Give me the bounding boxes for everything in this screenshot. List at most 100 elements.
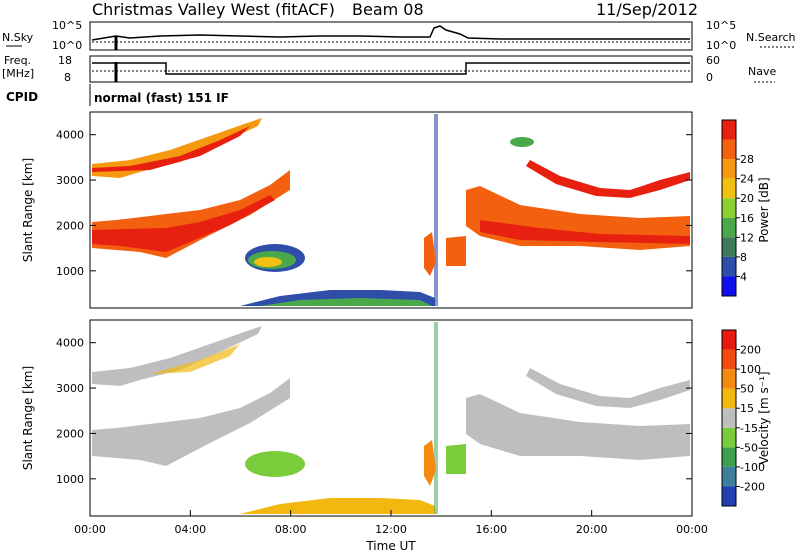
colorbar-swatch bbox=[722, 369, 736, 389]
colorbar-tick-label: -200 bbox=[740, 480, 765, 493]
velocity-arc bbox=[526, 368, 690, 408]
colorbar-tick-label: 12 bbox=[740, 231, 754, 244]
colorbar-tick-label: 24 bbox=[740, 173, 754, 186]
xtick-label: 04:00 bbox=[174, 523, 206, 536]
xtick-label: 00:00 bbox=[74, 523, 106, 536]
velocity-colorbar: 200 100 50 15 -15 -50 -100 -200 bbox=[721, 329, 765, 507]
velocity-band-a bbox=[92, 378, 290, 466]
colorbar-frame bbox=[721, 329, 737, 507]
nave-tick-hi: 60 bbox=[706, 54, 720, 67]
power-colorbar: 4 8 12 16 20 24 28 bbox=[721, 119, 754, 297]
power-blob-core bbox=[254, 257, 282, 267]
xtick-label: 08:00 bbox=[275, 523, 307, 536]
date-label: 11/Sep/2012 bbox=[596, 0, 698, 19]
colorbar-swatch bbox=[722, 120, 736, 140]
nsearch-label: N.Search bbox=[746, 31, 796, 44]
ytick-label: 1000 bbox=[56, 473, 84, 486]
colorbar-tick-label: 50 bbox=[740, 383, 754, 396]
nsearch-tick-lo: 10^0 bbox=[706, 39, 736, 52]
colorbar-swatch bbox=[722, 447, 736, 467]
nsky-trace bbox=[91, 25, 690, 41]
colorbar-swatch bbox=[722, 408, 736, 428]
velocity-xaxis: 00:00 04:00 08:00 12:00 16:00 20:00 00:00 bbox=[74, 510, 708, 536]
nsky-tick-hi: 10^5 bbox=[52, 19, 82, 32]
power-arc-tail bbox=[510, 137, 534, 147]
colorbar-swatch bbox=[722, 349, 736, 370]
power-panel-frame bbox=[89, 111, 693, 309]
xtick-label: 12:00 bbox=[375, 523, 407, 536]
colorbar-tick-label: -50 bbox=[740, 441, 758, 454]
colorbar-swatch bbox=[722, 466, 736, 487]
ytick-label: 1000 bbox=[56, 265, 84, 278]
power-arc bbox=[526, 160, 690, 198]
velocity-near-range bbox=[240, 498, 435, 514]
velocity-vertical-streak bbox=[434, 322, 438, 514]
power-scatter bbox=[92, 114, 690, 306]
colorbar-tick-label: 200 bbox=[740, 344, 761, 357]
nsearch-tick-hi: 10^5 bbox=[706, 19, 736, 32]
colorbar-tick-label: 4 bbox=[740, 270, 747, 283]
freq-label: Freq. bbox=[4, 54, 31, 67]
velocity-echo-1430 bbox=[446, 444, 466, 474]
colorbar-tick-label: 28 bbox=[740, 153, 754, 166]
ytick-label: 4000 bbox=[56, 129, 84, 142]
nsky-panel-frame bbox=[89, 21, 693, 51]
power-band-a-core bbox=[92, 195, 275, 252]
colorbar-tick-label: -100 bbox=[740, 461, 765, 474]
xtick-label: 00:00 bbox=[676, 523, 708, 536]
velocity-band-c bbox=[466, 394, 690, 460]
ytick-label: 3000 bbox=[56, 382, 84, 395]
power-colorbar-label: Power [dB] bbox=[757, 177, 771, 242]
velocity-panel: 1000 2000 3000 4000 00:00 04:00 08:00 12:00 16:… bbox=[21, 319, 771, 553]
colorbar-swatch bbox=[722, 276, 736, 296]
colorbar-tick-label: -15 bbox=[740, 422, 758, 435]
freq-trace bbox=[92, 62, 690, 75]
beam-label: Beam 08 bbox=[352, 0, 424, 19]
colorbar-swatch bbox=[722, 486, 736, 506]
colorbar-swatch bbox=[722, 178, 736, 199]
colorbar-swatch bbox=[722, 159, 736, 179]
colorbar-swatch bbox=[722, 330, 736, 350]
power-vertical-streak bbox=[434, 114, 438, 306]
power-ylabel: Slant Range [km] bbox=[21, 158, 35, 262]
freq-unit: [MHz] bbox=[2, 67, 34, 80]
power-echo-1430 bbox=[446, 236, 466, 266]
power-near-range-core bbox=[260, 298, 432, 306]
velocity-colorbar-label: Velocity [m s⁻¹] bbox=[757, 371, 771, 464]
power-yaxis: 1000 2000 3000 4000 bbox=[56, 129, 692, 278]
colorbar-swatch bbox=[722, 427, 736, 448]
colorbar-frame bbox=[721, 119, 737, 297]
nsky-label: N.Sky bbox=[2, 31, 34, 44]
power-band-c-core bbox=[480, 220, 690, 244]
colorbar-swatch bbox=[722, 256, 736, 277]
freq-panel-frame bbox=[89, 55, 693, 83]
velocity-sporadic-echo bbox=[424, 440, 436, 486]
nave-tick-lo: 0 bbox=[706, 71, 713, 84]
colorbar-tick-label: 16 bbox=[740, 212, 754, 225]
colorbar-swatch bbox=[722, 139, 736, 160]
colorbar-swatch bbox=[722, 237, 736, 257]
power-band-b-core bbox=[92, 126, 250, 172]
ytick-label: 4000 bbox=[56, 337, 84, 350]
colorbar-tick-label: 8 bbox=[740, 251, 747, 264]
colorbar-tick-label: 100 bbox=[740, 363, 761, 376]
velocity-scatter bbox=[92, 322, 690, 514]
colorbar-swatch bbox=[722, 217, 736, 238]
velocity-yaxis: 1000 2000 3000 4000 bbox=[56, 337, 692, 486]
nsky-tick-lo: 10^0 bbox=[52, 39, 82, 52]
ytick-label: 2000 bbox=[56, 219, 84, 232]
xtick-label: 16:00 bbox=[475, 523, 507, 536]
colorbar-tick-label: 20 bbox=[740, 192, 754, 205]
freq-tick-hi: 18 bbox=[58, 54, 72, 67]
nave-label: Nave bbox=[748, 65, 776, 78]
power-band-b bbox=[92, 118, 262, 178]
velocity-band-b-tint bbox=[150, 344, 240, 374]
velocity-panel-frame bbox=[89, 319, 693, 517]
ytick-label: 2000 bbox=[56, 427, 84, 440]
colorbar-tick-label: 15 bbox=[740, 402, 754, 415]
power-panel: 1000 2000 3000 4000 Slant Range [km] 4 8 12 16… bbox=[21, 111, 771, 309]
power-sporadic-echo bbox=[424, 232, 436, 276]
velocity-blob bbox=[245, 451, 305, 477]
colorbar-swatch bbox=[722, 198, 736, 218]
